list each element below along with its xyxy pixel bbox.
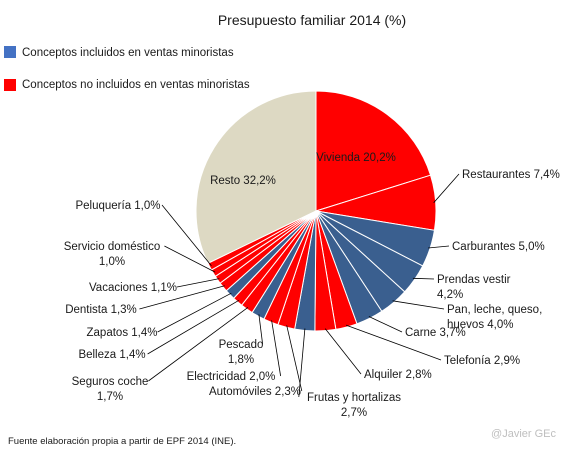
leader-line-restaurantes [433,173,460,203]
leader-line-pan-leche-queso-huevos [392,300,445,310]
leader-line-prendas-vestir [412,277,435,280]
legend-swatch-excluded [4,79,16,91]
slice-label-zapatos: Zapatos 1,4% [87,327,158,339]
leader-line-electricidad [271,320,281,377]
legend-swatch-included [4,46,16,58]
slice-label-restaurantes: Restaurantes 7,4% [462,169,560,181]
legend-label-included: Conceptos incluidos en ventas minoristas [22,47,234,59]
leader-line-alquiler [324,328,362,375]
slice-label-vivienda: Vivienda 20,2% [316,152,396,164]
leader-line-carburantes [428,245,450,249]
slice-label-pescado: Pescado 1,8% [219,339,264,366]
slice-label-frutas-y-hortalizas: Frutas y hortalizas 2,7% [307,392,401,419]
slice-label-electricidad: Electricidad 2,0% [187,371,276,383]
slice-label-peluqueria: Peluquería 1,0% [75,200,160,212]
slice-label-alquiler: Alquiler 2,8% [364,369,432,381]
leader-line-automoviles [286,325,303,392]
leader-line-zapatos [157,292,232,333]
leader-line-peluqueria [161,204,212,266]
slice-label-automoviles: Automóviles 2,3% [209,386,301,398]
slice-labels: Vivienda 20,2% Restaurantes 7,4% Carburant… [64,152,560,419]
slice-label-belleza: Belleza 1,4% [78,349,145,361]
slice-label-seguros-coche: Seguros coche 1,7% [72,376,149,403]
leader-line-frutas-y-hortalizas [298,328,306,398]
slice-label-carburantes: Carburantes 5,0% [452,241,545,253]
leader-lines [139,173,460,398]
credit-watermark: @Javier GEc [491,428,556,440]
slice-label-prendas-vestir: Prendas vestir 4,2% [437,274,511,301]
leader-line-servicio-domestico [164,245,216,273]
leader-line-telefonia [345,324,442,361]
slice-label-carne: Carne 3,7% [405,327,466,339]
slice-label-dentista: Dentista 1,3% [65,304,137,316]
slice-label-pan-leche-queso-huevos: Pan, leche, queso, huevos 4,0% [447,304,542,331]
slice-label-vacaciones: Vacaciones 1,1% [89,282,177,294]
chart-title: Presupuesto familiar 2014 (%) [218,12,406,28]
slice-label-telefonia: Telefonía 2,9% [444,355,520,367]
pie-slices [195,90,437,332]
slice-vivienda [315,90,432,212]
leader-line-pescado [258,314,263,345]
slice-resto [195,90,317,264]
leader-line-carne [368,316,403,333]
leader-line-vacaciones [176,278,220,288]
legend-label-excluded: Conceptos no incluidos en ventas minoris… [22,79,250,91]
slice-label-resto: Resto 32,2% [210,175,276,187]
leader-line-seguros-coche [148,307,249,382]
source-note: Fuente elaboración propia a partir de EP… [8,436,236,447]
leader-line-dentista [139,285,225,310]
leader-line-belleza [147,299,240,355]
slice-label-servicio-domestico: Servicio doméstico 1,0% [64,241,161,268]
